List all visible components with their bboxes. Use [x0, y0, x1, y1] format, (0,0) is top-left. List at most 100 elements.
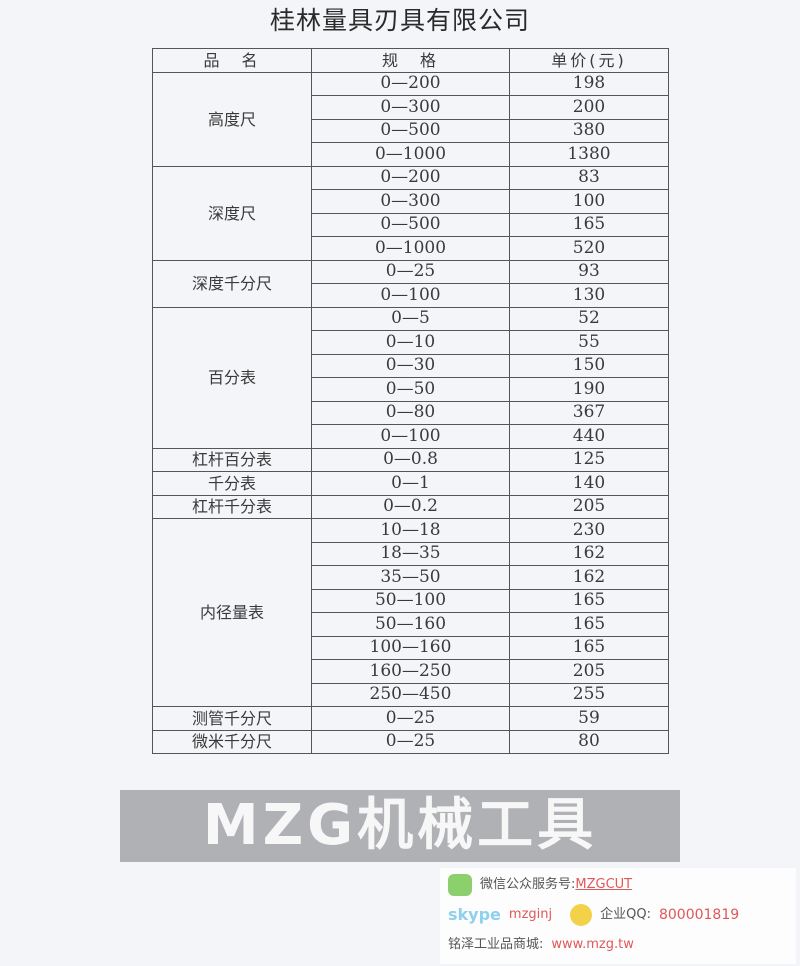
unit-price: 367 — [509, 400, 669, 425]
unit-price: 165 — [509, 588, 669, 613]
wechat-label: 微信公众服务号: — [480, 877, 576, 892]
wechat-id[interactable]: MZGCUT — [575, 877, 633, 892]
table-row: 100—160 165 — [153, 635, 669, 660]
table-row: 0—50 190 — [153, 377, 669, 402]
table-row: 0—500 165 — [153, 212, 669, 237]
product-name: 微米千分尺 — [152, 729, 312, 754]
table-row: 深度尺 0—200 83 — [152, 165, 669, 261]
unit-price: 93 — [509, 259, 669, 284]
unit-price: 83 — [509, 165, 669, 190]
unit-price: 59 — [509, 706, 669, 731]
specification: 0—300 — [311, 95, 510, 120]
price-table: 品 名 规 格 单价(元) 高度尺 0—200 198 0—300 200 0—500 38… — [152, 48, 669, 754]
specification: 0—25 — [311, 729, 510, 754]
qq-icon — [570, 904, 593, 926]
specification: 0—200 — [311, 71, 510, 96]
specification: 0—100 — [311, 424, 510, 449]
unit-price: 150 — [509, 353, 669, 378]
product-name: 杠杆百分表 — [152, 447, 312, 472]
specification: 0—300 — [311, 189, 510, 214]
unit-price: 100 — [509, 189, 669, 214]
specification: 0—5 — [311, 306, 510, 331]
unit-price: 190 — [509, 377, 669, 402]
table-row: 35—50 162 — [153, 565, 669, 590]
watermark: MZG机械工具 — [120, 790, 680, 862]
wechat-icon — [448, 874, 472, 896]
promo-overlay: 微信公众服务号: MZGCUT skype mzginj 企业QQ: 800001… — [440, 868, 796, 964]
specification: 0—0.8 — [311, 447, 510, 472]
product-name: 杠杆千分表 — [152, 494, 312, 519]
specification: 0—50 — [311, 377, 510, 402]
unit-price: 440 — [509, 424, 669, 449]
table-row: 千分表 0—1 140 — [152, 471, 669, 496]
unit-price: 380 — [509, 118, 669, 143]
unit-price: 165 — [509, 212, 669, 237]
specification: 0—30 — [311, 353, 510, 378]
product-name: 高度尺 — [152, 71, 312, 167]
specification: 0—100 — [311, 283, 510, 308]
unit-price: 125 — [509, 447, 669, 472]
specification: 10—18 — [311, 518, 510, 543]
product-name: 深度千分尺 — [152, 259, 312, 308]
unit-price: 140 — [509, 471, 669, 496]
unit-price: 230 — [509, 518, 669, 543]
price-table-body: 高度尺 0—200 198 0—300 200 0—500 380 0—1000 1380 深度尺… — [152, 71, 669, 754]
skype-id: mzginj — [508, 907, 553, 922]
table-row: 0—10 55 — [153, 330, 669, 355]
table-row: 高度尺 0—200 198 — [152, 71, 669, 167]
product-name: 内径量表 — [152, 518, 312, 707]
unit-price: 205 — [509, 659, 669, 684]
specification: 35—50 — [311, 565, 510, 590]
unit-price: 198 — [509, 71, 669, 96]
specification: 0—25 — [311, 706, 510, 731]
specification: 50—160 — [311, 612, 510, 637]
table-row: 杠杆千分表 0—0.2 205 — [152, 494, 669, 519]
product-name: 测管千分尺 — [152, 706, 312, 731]
unit-price: 162 — [509, 565, 669, 590]
product-name: 深度尺 — [152, 165, 312, 261]
qq-label: 企业QQ: — [600, 907, 651, 922]
product-name: 百分表 — [152, 306, 312, 449]
table-row: 0—80 367 — [153, 400, 669, 425]
specification: 0—80 — [311, 400, 510, 425]
unit-price: 165 — [509, 612, 669, 637]
skype-logo: skype — [448, 905, 501, 924]
document-title: 桂林量具刃具有限公司 — [269, 6, 530, 35]
qq-number: 800001819 — [658, 907, 740, 923]
table-row: 百分表 0—5 52 — [152, 306, 669, 449]
shop-url[interactable]: www.mzg.tw — [551, 937, 634, 952]
table-row: 0—100 440 — [153, 424, 669, 449]
unit-price: 205 — [509, 494, 669, 519]
table-row: 50—160 165 — [153, 612, 669, 637]
unit-price: 80 — [509, 729, 669, 754]
table-row: 0—1000 1380 — [153, 142, 669, 167]
specification: 0—10 — [311, 330, 510, 355]
table-row: 0—300 100 — [153, 189, 669, 214]
table-row: 深度千分尺 0—25 93 — [152, 259, 669, 308]
table-row: 0—100 130 — [153, 283, 669, 308]
table-row: 内径量表 10—18 230 — [152, 518, 669, 707]
specification: 0—0.2 — [311, 494, 510, 519]
table-row: 测管千分尺 0—25 59 — [152, 706, 669, 731]
unit-price: 200 — [509, 95, 669, 120]
specification: 0—200 — [311, 165, 510, 190]
specification: 250—450 — [311, 682, 510, 707]
table-row: 50—100 165 — [153, 588, 669, 613]
specification: 0—1 — [311, 471, 510, 496]
table-row: 0—500 380 — [153, 118, 669, 143]
header-specification: 规 格 — [311, 48, 510, 73]
table-row: 18—35 162 — [153, 541, 669, 566]
table-row: 0—1000 520 — [153, 236, 669, 261]
specification: 100—160 — [311, 635, 510, 660]
unit-price: 165 — [509, 635, 669, 660]
table-row: 0—30 150 — [153, 353, 669, 378]
specification: 0—1000 — [311, 236, 510, 261]
product-name: 千分表 — [152, 471, 312, 496]
specification: 0—500 — [311, 118, 510, 143]
unit-price: 130 — [509, 283, 669, 308]
specification: 0—500 — [311, 212, 510, 237]
specification: 0—25 — [311, 259, 510, 284]
table-row: 杠杆百分表 0—0.8 125 — [152, 447, 669, 472]
table-row: 0—300 200 — [153, 95, 669, 120]
specification: 50—100 — [311, 588, 510, 613]
